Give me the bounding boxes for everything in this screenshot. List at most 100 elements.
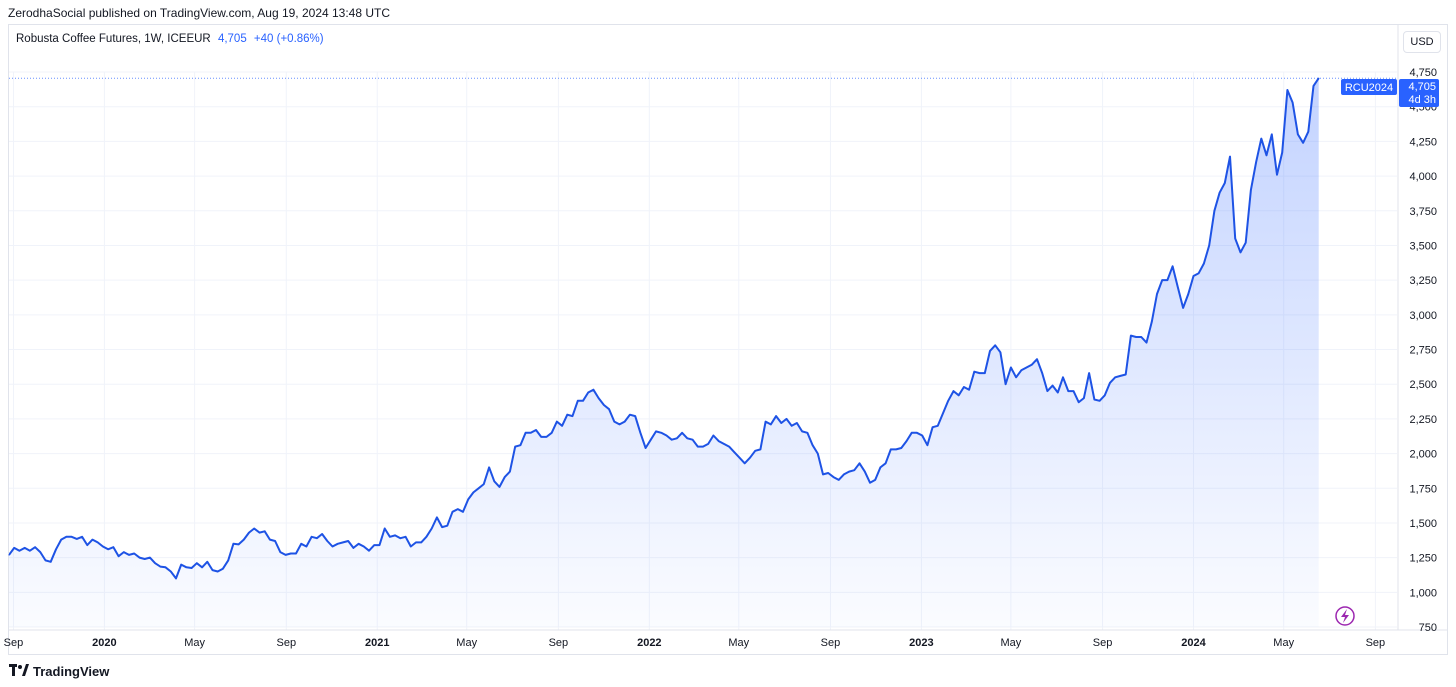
price-point	[1067, 390, 1069, 392]
price-point	[1318, 77, 1320, 79]
price-point	[1062, 376, 1064, 378]
brand-name: TradingView	[33, 663, 110, 679]
price-area-fill	[9, 78, 1319, 627]
price-point	[123, 551, 125, 553]
price-point	[1208, 244, 1210, 246]
price-point	[1031, 364, 1033, 366]
price-point	[399, 537, 401, 539]
price-point	[634, 415, 636, 417]
price-point	[984, 372, 986, 374]
price-point	[1109, 382, 1111, 384]
currency-button[interactable]: USD	[1403, 31, 1441, 53]
price-point	[671, 439, 673, 441]
price-point	[624, 421, 626, 423]
price-point	[264, 530, 266, 532]
price-point	[467, 498, 469, 500]
price-point	[994, 344, 996, 346]
price-point	[1229, 156, 1231, 158]
price-point	[269, 539, 271, 541]
price-point	[50, 561, 52, 563]
price-point	[686, 437, 688, 439]
price-point	[1010, 366, 1012, 369]
price-point	[587, 391, 589, 394]
price-point	[1119, 375, 1121, 377]
price-point	[425, 536, 427, 538]
price-point	[999, 351, 1002, 353]
price-point	[791, 425, 793, 427]
price-point	[1271, 133, 1273, 135]
price-point	[384, 527, 386, 530]
price-point	[1005, 383, 1007, 385]
price-point	[232, 543, 234, 545]
price-point	[1187, 293, 1189, 295]
price-point	[1192, 275, 1195, 277]
price-point	[405, 536, 407, 538]
price-point	[1104, 394, 1106, 396]
price-point	[431, 527, 433, 530]
price-point	[478, 487, 480, 489]
price-point	[1250, 189, 1252, 191]
price-point	[243, 539, 245, 541]
price-point	[916, 432, 918, 434]
price-point	[206, 561, 208, 563]
price-point	[963, 386, 965, 388]
price-point	[472, 491, 474, 493]
tradingview-brand[interactable]: TradingView	[9, 663, 109, 679]
price-point	[592, 389, 595, 391]
price-point	[1224, 182, 1226, 184]
price-point	[410, 545, 412, 548]
price-point	[1234, 237, 1236, 240]
price-point	[128, 554, 130, 556]
price-point	[519, 444, 522, 446]
price-point	[817, 453, 819, 455]
price-point	[1172, 265, 1174, 267]
price-point	[535, 429, 537, 431]
price-point	[29, 550, 31, 552]
price-point	[1135, 336, 1137, 338]
lightning-icon[interactable]	[1335, 606, 1355, 626]
price-point	[191, 567, 193, 569]
price-point	[1140, 336, 1142, 338]
price-point	[1161, 279, 1163, 281]
price-point	[979, 372, 981, 374]
price-point	[754, 450, 756, 452]
price-point	[175, 577, 177, 580]
price-point	[1198, 272, 1200, 274]
price-point	[1177, 286, 1179, 288]
price-point	[311, 536, 313, 538]
x-tick-label: Sep	[4, 637, 24, 649]
y-tick-label: 4,250	[1409, 136, 1437, 148]
price-point	[97, 541, 99, 544]
price-point	[942, 412, 944, 414]
price-point	[551, 432, 553, 434]
price-point	[170, 570, 172, 573]
x-tick-label: Sep	[277, 637, 297, 649]
price-point	[770, 423, 772, 425]
price-point	[1093, 398, 1095, 401]
price-point	[1151, 321, 1153, 323]
x-tick-label: Sep	[549, 637, 569, 649]
price-axis-labels: 750 1,000 1,250 1,500 1,750 2,000 2,250 2,500 2,…	[1409, 67, 1437, 634]
ticker-badge-label: RCU2024	[1345, 82, 1393, 94]
price-point	[973, 371, 975, 373]
price-point	[681, 432, 683, 434]
price-point	[890, 448, 892, 450]
price-point	[629, 414, 631, 416]
price-change: +40 (+0.86%)	[253, 33, 324, 45]
price-point	[1099, 400, 1101, 402]
price-point	[321, 533, 323, 535]
price-point	[378, 544, 381, 546]
price-point	[707, 443, 709, 445]
price-point	[712, 434, 715, 437]
price-point	[76, 538, 78, 540]
price-point	[540, 436, 542, 438]
price-point	[1125, 373, 1127, 376]
price-point	[838, 479, 840, 481]
price-point	[1245, 242, 1247, 244]
price-point	[911, 432, 913, 434]
symbol-legend[interactable]: Robusta Coffee Futures, 1W, ICEEUR 4,705…	[16, 33, 324, 45]
price-point	[290, 552, 292, 555]
price-point	[44, 559, 47, 562]
price-point	[514, 446, 516, 448]
